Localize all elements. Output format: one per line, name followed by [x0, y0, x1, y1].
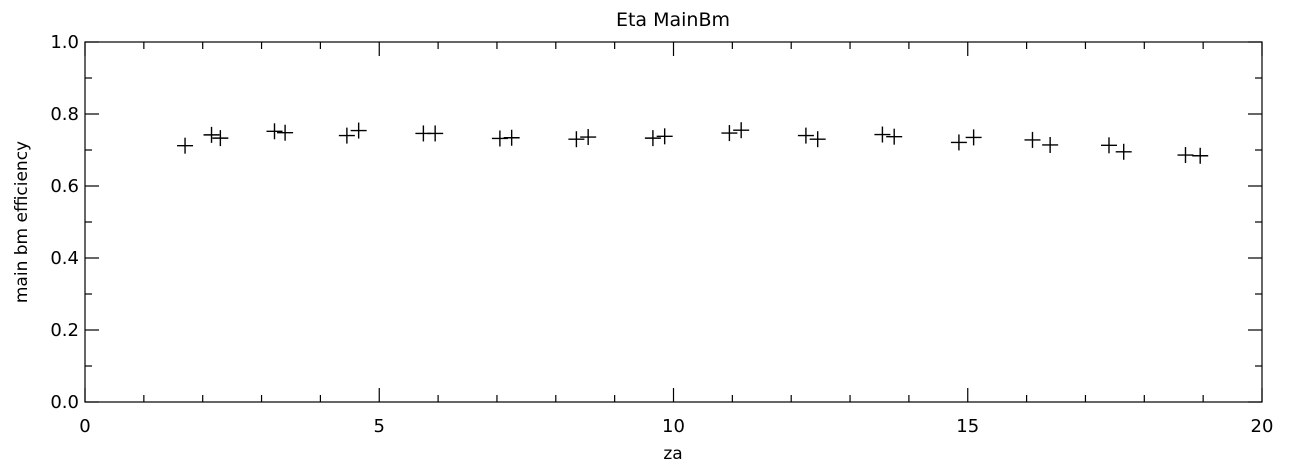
data-point: [721, 125, 738, 142]
data-point: [965, 129, 982, 146]
y-tick-label: 0.6: [50, 176, 79, 197]
y-tick-label: 0.2: [50, 320, 79, 341]
data-point: [350, 122, 367, 139]
x-tick-label: 20: [1251, 416, 1274, 437]
x-tick-label: 10: [662, 416, 685, 437]
data-point: [203, 126, 220, 143]
x-tick-label: 0: [79, 416, 90, 437]
data-point: [568, 131, 585, 148]
data-point: [580, 129, 597, 146]
data-point: [1115, 143, 1132, 160]
x-axis-label: za: [663, 444, 682, 464]
y-axis-label: main bm efficiency: [12, 141, 32, 303]
data-point: [1042, 136, 1059, 153]
data-point: [809, 131, 826, 148]
data-point: [950, 134, 967, 151]
data-point: [1100, 137, 1117, 154]
data-point: [491, 130, 508, 147]
data-point: [212, 130, 229, 147]
plot-frame: [84, 41, 1263, 403]
data-point: [874, 126, 891, 143]
data-point: [1024, 131, 1041, 148]
x-tick-label: 15: [956, 416, 979, 437]
data-point: [1177, 147, 1194, 164]
chart-title: Eta MainBm: [616, 9, 730, 31]
data-point: [886, 128, 903, 145]
data-point: [338, 127, 355, 144]
data-point: [797, 127, 814, 144]
data-point: [733, 122, 750, 139]
data-point: [1192, 147, 1209, 164]
y-tick-label: 0.4: [50, 248, 79, 269]
data-point: [503, 129, 520, 146]
data-point: [266, 123, 283, 140]
data-point: [644, 130, 661, 147]
data-point: [177, 137, 194, 154]
axis-tick-labels: 0 5 10 15 20 0.0 0.2 0.4 0.6 0.8 1.0: [50, 32, 1273, 437]
data-point: [656, 128, 673, 145]
data-points: [177, 122, 1209, 164]
y-tick-label: 1.0: [50, 32, 79, 53]
data-point: [277, 124, 294, 141]
x-tick-label: 5: [374, 416, 385, 437]
data-point: [427, 125, 444, 142]
axis-ticks: [84, 41, 1263, 403]
y-tick-label: 0.0: [50, 392, 79, 413]
y-tick-label: 0.8: [50, 104, 79, 125]
